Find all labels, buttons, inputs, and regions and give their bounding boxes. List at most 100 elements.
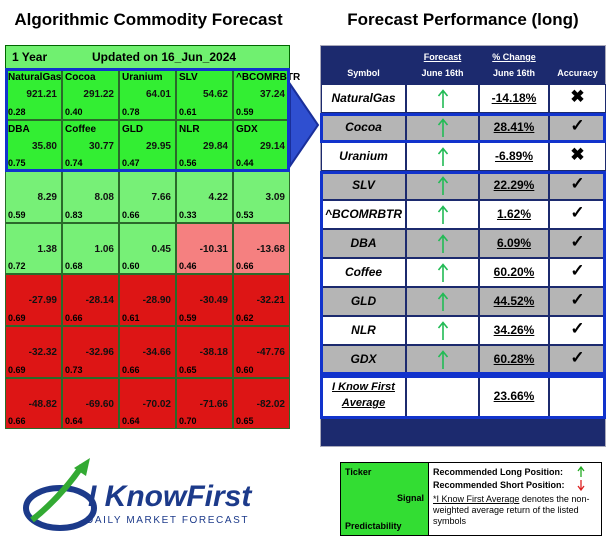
legend-signal: Signal bbox=[396, 493, 424, 503]
predictability: 0.64 bbox=[122, 416, 140, 427]
short-arrow bbox=[577, 480, 585, 491]
signal: -70.02 bbox=[142, 398, 171, 410]
change: 60.28% bbox=[493, 352, 535, 366]
forecast-cell: -82.02 0.65 bbox=[233, 377, 290, 430]
signal: 1.06 bbox=[94, 243, 114, 255]
highlight-box bbox=[320, 171, 606, 375]
predictability: 0.66 bbox=[65, 312, 83, 323]
logo-mark bbox=[23, 458, 97, 531]
forecast-arrow bbox=[437, 321, 449, 340]
forecast-cell: SLV 54.62 0.61 bbox=[176, 68, 233, 120]
forecast-cell: -32.96 0.73 bbox=[62, 326, 119, 378]
ticker: Cocoa bbox=[65, 72, 96, 83]
predictability: 0.64 bbox=[65, 416, 83, 427]
ticker: DBA bbox=[8, 123, 30, 135]
predictability: 0.59 bbox=[236, 106, 254, 117]
forecast-cell: -70.02 0.64 bbox=[119, 377, 176, 430]
forecast-cell: DBA 35.80 0.75 bbox=[5, 119, 62, 172]
symbol: Cocoa bbox=[345, 120, 382, 134]
signal: -38.18 bbox=[199, 347, 228, 358]
predictability: 0.75 bbox=[8, 158, 26, 169]
average-label: Average bbox=[341, 397, 386, 409]
ticker: NaturalGas bbox=[8, 72, 62, 83]
cell-border bbox=[406, 229, 479, 258]
legend-note: *I Know First Average denotes the non-we… bbox=[433, 494, 599, 527]
header-change: % Change bbox=[492, 52, 536, 62]
signal: 29.95 bbox=[145, 140, 171, 152]
symbol: Coffee bbox=[344, 265, 383, 279]
change: 44.52% bbox=[493, 294, 535, 308]
forecast-arrow bbox=[437, 205, 449, 224]
forecast-arrow bbox=[437, 118, 449, 137]
predictability: 0.44 bbox=[236, 158, 254, 169]
predictability: 0.65 bbox=[236, 416, 254, 427]
forecast-arrow bbox=[437, 350, 449, 369]
ticker: Uranium bbox=[122, 72, 163, 83]
forecast-cell: -13.68 0.66 bbox=[233, 222, 290, 275]
performance-row: DBA 6.09% ✓ bbox=[321, 229, 606, 258]
signal: -32.32 bbox=[28, 347, 57, 358]
forecast-cell: 8.08 0.83 bbox=[62, 171, 119, 223]
change: 22.29% bbox=[493, 178, 535, 192]
forecast-cell: -10.31 0.46 bbox=[176, 222, 233, 275]
ticker: Coffee bbox=[65, 123, 97, 135]
forecast-cell: -30.49 0.59 bbox=[176, 274, 233, 326]
header-forecast: Forecast bbox=[423, 52, 462, 62]
header-bar: 1 Year Updated on 16_Jun_2024 bbox=[5, 45, 290, 69]
predictability: 0.61 bbox=[179, 106, 197, 117]
signal: 291.22 bbox=[83, 89, 114, 100]
signal: -34.66 bbox=[142, 347, 171, 358]
predictability: 0.60 bbox=[122, 261, 140, 272]
accuracy: ✓ bbox=[570, 290, 585, 309]
signal: -13.68 bbox=[256, 243, 285, 255]
signal: 29.14 bbox=[259, 140, 285, 152]
signal: 64.01 bbox=[145, 89, 171, 100]
forecast-arrow bbox=[437, 234, 449, 253]
predictability: 0.70 bbox=[179, 416, 197, 427]
signal: 3.09 bbox=[265, 192, 285, 204]
legend-predictability: Predictability bbox=[345, 521, 402, 531]
predictability: 0.62 bbox=[236, 312, 254, 323]
predictability: 0.66 bbox=[8, 416, 26, 427]
accuracy: ✓ bbox=[570, 116, 585, 135]
header-symbol: Symbol bbox=[347, 68, 380, 78]
signal: -69.60 bbox=[85, 398, 114, 410]
symbol: SLV bbox=[352, 178, 375, 192]
symbol: NLR bbox=[351, 323, 376, 337]
predictability: 0.72 bbox=[8, 261, 26, 272]
forecast-cell: 7.66 0.66 bbox=[119, 171, 176, 223]
accuracy: ✖ bbox=[570, 145, 585, 164]
predictability: 0.40 bbox=[65, 106, 83, 117]
predictability: 0.66 bbox=[236, 261, 254, 272]
forecast-cell: Coffee 30.77 0.74 bbox=[62, 119, 119, 172]
performance-panel: Symbol Forecast June 16th % Change June 16th… bbox=[320, 45, 606, 447]
predictability: 0.61 bbox=[122, 312, 140, 323]
predictability: 0.74 bbox=[65, 158, 83, 169]
signal: -28.90 bbox=[142, 295, 171, 307]
change: 1.62% bbox=[496, 207, 532, 221]
highlight-box bbox=[320, 375, 606, 419]
ticker: SLV bbox=[179, 72, 198, 83]
cell-border bbox=[406, 258, 479, 287]
updated: Updated on 16_Jun_2024 bbox=[92, 50, 237, 64]
performance-row: Uranium -6.89% ✖ bbox=[321, 142, 606, 171]
performance-row: NLR 34.26% ✓ bbox=[321, 316, 606, 345]
predictability: 0.59 bbox=[179, 312, 197, 323]
note-link: *I Know First Average bbox=[433, 494, 520, 504]
forecast-cell: 1.06 0.68 bbox=[62, 222, 119, 275]
change: 60.20% bbox=[493, 265, 535, 279]
forecast-cell: 8.29 0.59 bbox=[5, 171, 62, 223]
accuracy: ✓ bbox=[570, 261, 585, 280]
predictability: 0.69 bbox=[8, 364, 26, 375]
forecast-cell: -38.18 0.65 bbox=[176, 326, 233, 378]
symbol: Uranium bbox=[339, 149, 388, 163]
accuracy: ✓ bbox=[570, 319, 585, 338]
header-forecast-date: June 16th bbox=[421, 68, 464, 78]
predictability: 0.33 bbox=[179, 209, 197, 220]
cell-border bbox=[479, 229, 549, 258]
predictability: 0.56 bbox=[179, 158, 197, 169]
forecast-cell: NaturalGas 921.21 0.28 bbox=[5, 68, 62, 120]
signal: -30.49 bbox=[199, 295, 228, 307]
legend-swatch: Ticker Signal Predictability bbox=[341, 463, 429, 535]
forecast-cell: -69.60 0.64 bbox=[62, 377, 119, 430]
